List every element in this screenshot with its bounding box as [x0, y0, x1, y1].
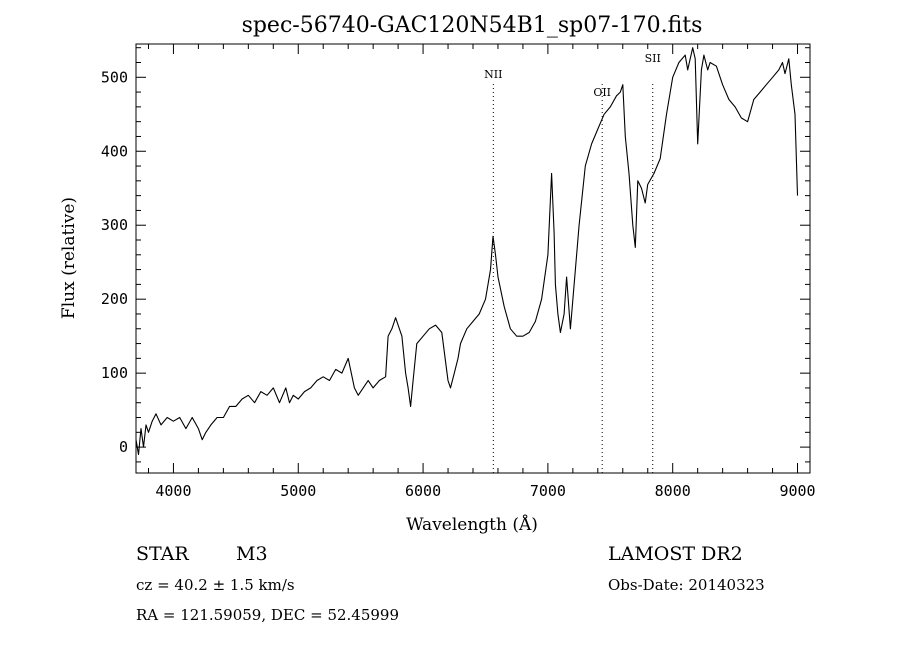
object-type: STAR	[136, 543, 189, 565]
redshift-cz: cz = 40.2 ± 1.5 km/s	[136, 576, 295, 594]
emission-line-label: SII	[645, 52, 661, 65]
x-tick-label: 7000	[530, 482, 566, 500]
y-axis-label: Flux (relative)	[59, 197, 79, 319]
observation-date: Obs-Date: 20140323	[608, 576, 765, 594]
plot-frame	[135, 43, 811, 474]
ra-dec: RA = 121.59059, DEC = 52.45999	[136, 606, 399, 624]
object-subclass: M3	[236, 543, 268, 565]
x-tick-label: 9000	[779, 482, 815, 500]
x-tick-label: 5000	[280, 482, 316, 500]
x-axis-label: Wavelength (Å)	[406, 514, 538, 535]
y-tick-label: 100	[101, 364, 128, 382]
x-tick-label: 6000	[405, 482, 441, 500]
series-layer	[135, 47, 799, 456]
y-tick-label: 400	[101, 142, 128, 160]
emission-line-markers: NII OII SII	[484, 52, 661, 473]
x-tick-label: 4000	[155, 482, 191, 500]
emission-line-label: OII	[593, 86, 611, 99]
x-axis: 4000 5000 6000 7000 8000 9000	[147, 44, 816, 500]
survey-name: LAMOST DR2	[608, 543, 743, 565]
y-tick-label: 500	[101, 68, 128, 86]
y-axis: 0 100 200 300 400 500	[101, 47, 810, 463]
spectrum-series-line	[135, 47, 799, 456]
y-tick-label: 0	[119, 438, 128, 456]
emission-line-label: NII	[484, 68, 502, 81]
chart-title: spec-56740-GAC120N54B1_sp07-170.fits	[242, 13, 703, 38]
x-tick-label: 8000	[655, 482, 691, 500]
y-tick-label: 300	[101, 216, 128, 234]
y-tick-label: 200	[101, 290, 128, 308]
